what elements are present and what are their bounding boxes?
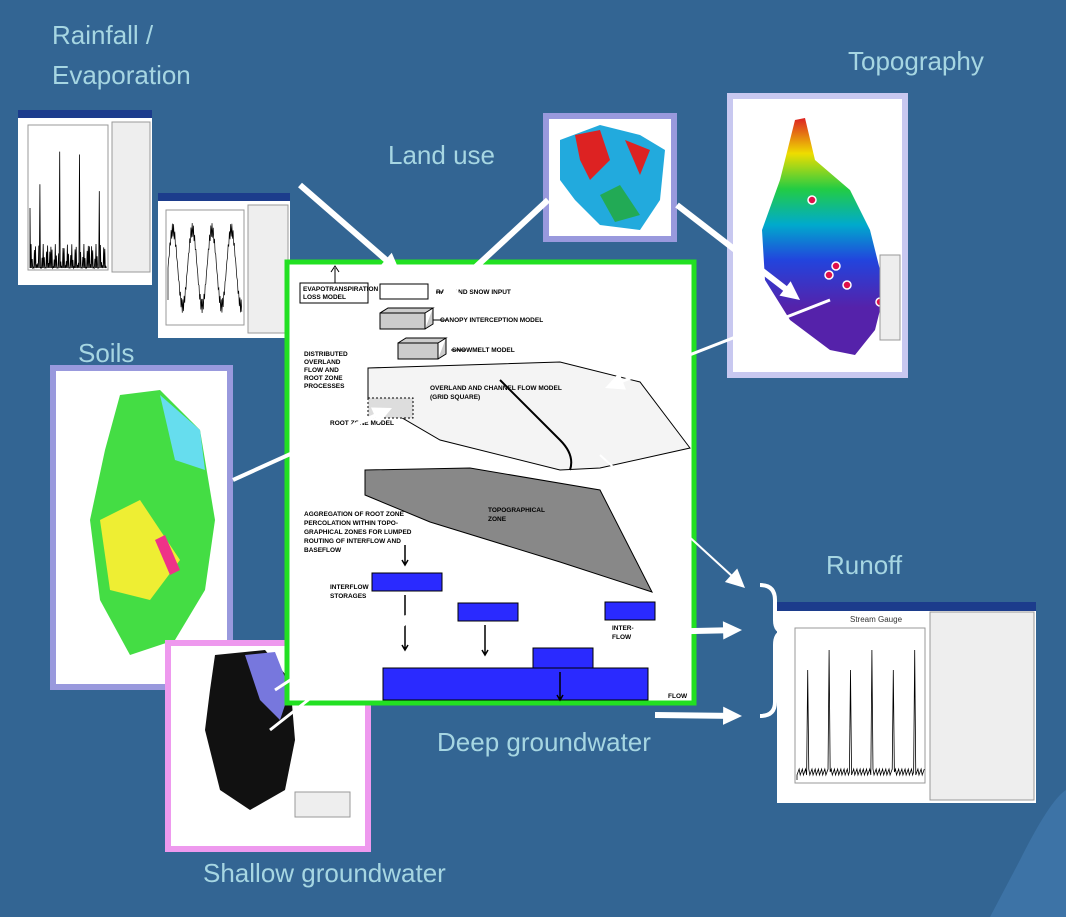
legend-box <box>879 254 901 341</box>
box-3d <box>379 307 435 330</box>
arrow-head <box>364 618 385 636</box>
channel <box>499 379 573 471</box>
panel-label: Runoff <box>826 550 903 580</box>
arrow <box>556 672 564 702</box>
window-title: Stream Gauge <box>850 615 903 624</box>
diagram-text: CANOPY INTERCEPTION MODEL <box>440 317 543 324</box>
gauge-marker <box>842 280 852 290</box>
arrow-head <box>379 252 400 272</box>
soil-yellow <box>100 500 180 600</box>
flow-arrow <box>274 624 375 692</box>
arrow <box>481 625 489 657</box>
flow-arrow <box>269 619 410 732</box>
flow-arrow <box>599 454 736 580</box>
diagram-text: FLOW <box>612 634 632 641</box>
rain-series <box>29 151 107 270</box>
window-bar <box>158 193 290 201</box>
diagram-text: STORAGES <box>330 593 367 600</box>
arrow-head <box>371 407 392 425</box>
data-table <box>111 121 151 273</box>
corner-decoration <box>990 790 1066 917</box>
arrow-head <box>722 621 742 640</box>
diagram-text: AGGREGATION OF ROOT ZONE <box>304 511 405 518</box>
diagram-text: OVERLAND <box>304 359 341 366</box>
panel-label: Rainfall / <box>52 20 154 50</box>
data-table <box>247 204 289 334</box>
panel-label: Land use <box>388 140 495 170</box>
et-box <box>299 282 369 304</box>
arrow-head <box>440 280 461 300</box>
gauge-marker <box>824 270 834 280</box>
diagram-text: PERCOLATION WITHIN TOPO- <box>304 520 398 527</box>
arrow <box>401 545 409 567</box>
diagram-text: INTERFLOW <box>330 584 369 591</box>
diagram-text: SNOWMELT MODEL <box>452 347 515 354</box>
storage <box>604 601 656 621</box>
blue-area <box>245 652 290 720</box>
evap-series <box>167 223 243 314</box>
window-bar <box>18 110 152 118</box>
arrow-head <box>724 568 745 588</box>
storage <box>382 667 649 701</box>
flow-arrow <box>649 627 729 635</box>
runoff-series <box>796 649 925 780</box>
arrow-head <box>399 612 420 631</box>
plot-area <box>794 627 926 784</box>
diagram-text: (GRID SQUARE) <box>430 394 480 401</box>
diagram-text: ZONE <box>488 516 507 523</box>
soil-pink <box>155 535 180 575</box>
urban-area <box>575 130 650 180</box>
panel-label: Shallow groundwater <box>203 858 446 888</box>
diagram-text: INTER- <box>612 625 634 632</box>
gauge-marker <box>807 195 817 205</box>
gauge-marker <box>831 261 841 271</box>
plot-area <box>27 124 109 271</box>
panel-label: Topography <box>848 46 984 76</box>
storage <box>371 572 443 592</box>
window-bar <box>777 602 1036 611</box>
arrow-head <box>605 372 626 390</box>
data-table <box>929 611 1035 801</box>
legend-box <box>294 791 351 818</box>
flow-arrow <box>298 182 392 266</box>
storage <box>457 602 519 622</box>
flow-arrow <box>654 712 729 719</box>
diagram-text: RAIN AND SNOW INPUT <box>436 289 511 296</box>
topo-sheet <box>364 467 653 593</box>
storage <box>532 647 594 669</box>
flow-arrow <box>675 202 791 294</box>
diagram-text: ROUTING OF INTERFLOW AND <box>304 538 401 545</box>
panel-label: Soils <box>78 338 134 368</box>
diagram-text: FLOW <box>668 693 688 700</box>
diagram-text: FLOW AND <box>304 367 339 374</box>
diagram-text: PROCESSES <box>304 383 345 390</box>
forest-area <box>600 185 640 222</box>
arrow-head <box>722 706 742 725</box>
diagram-text: DISTRIBUTED <box>304 351 348 358</box>
diagram-frame <box>284 259 697 706</box>
diagram-text: LOSS MODEL <box>303 294 346 301</box>
flow-arrow <box>232 411 381 482</box>
box-3d <box>397 337 448 360</box>
diagram-text: GRAPHICAL ZONES FOR LUMPED <box>304 529 412 536</box>
panel-label: Evaporation <box>52 60 191 90</box>
soil-cyan <box>160 395 205 470</box>
plot-area <box>165 209 245 326</box>
flow-arrow <box>617 298 831 385</box>
arrow-head <box>779 281 800 300</box>
arrow <box>330 265 340 283</box>
brace <box>759 583 786 718</box>
flow-arrow <box>448 197 551 293</box>
diagram-text: ROOT ZONE <box>304 375 343 382</box>
panel-label: Deep groundwater <box>437 727 651 757</box>
input-box <box>379 283 429 300</box>
diagram-text: OVERLAND AND CHANNEL FLOW MODEL <box>430 385 562 392</box>
diagram-text: BASEFLOW <box>304 547 342 554</box>
diagram-text: EVAPOTRANSPIRATION <box>303 286 379 293</box>
diagram-text: TOPOGRAPHICAL <box>488 507 545 514</box>
